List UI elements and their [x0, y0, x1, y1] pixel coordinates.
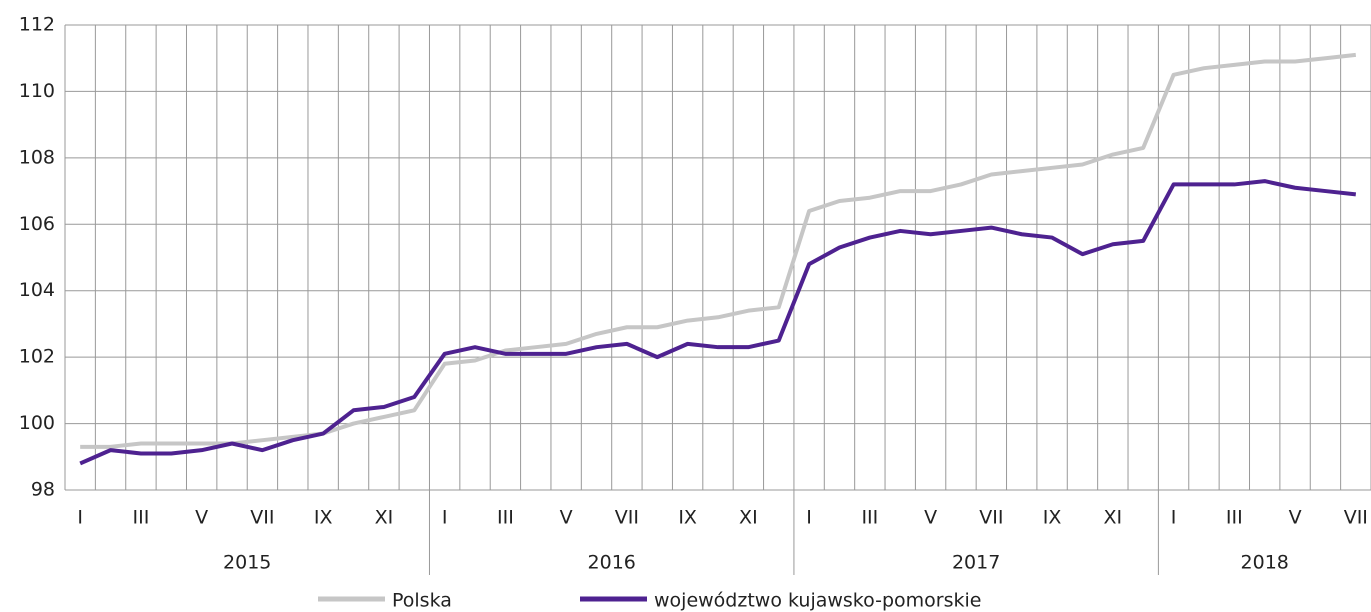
x-tick-label: VII — [979, 507, 1003, 529]
y-tick-label: 106 — [19, 213, 55, 235]
y-tick-label: 104 — [19, 279, 55, 301]
x-tick-label: V — [1289, 507, 1302, 529]
x-tick-label: III — [1226, 507, 1243, 529]
y-tick-label: 102 — [19, 346, 55, 368]
x-tick-label: IX — [678, 507, 697, 529]
x-tick-label: XI — [1104, 507, 1123, 529]
x-tick-label: XI — [375, 507, 394, 529]
x-tick-label: I — [442, 507, 448, 529]
x-tick-label: III — [861, 507, 878, 529]
x-tick-label: IX — [1043, 507, 1062, 529]
y-tick-label: 98 — [31, 479, 55, 501]
x-tick-label: IX — [314, 507, 333, 529]
x-group-label: 2015 — [223, 552, 271, 574]
x-tick-label: I — [77, 507, 83, 529]
x-tick-label: V — [195, 507, 208, 529]
series-line — [79, 179, 1357, 466]
x-group-label: 2017 — [952, 552, 1000, 574]
x-tick-label: I — [1171, 507, 1177, 529]
x-tick-label: I — [806, 507, 812, 529]
x-group-label: 2016 — [588, 552, 636, 574]
y-tick-label: 110 — [19, 80, 55, 102]
x-tick-label: XI — [739, 507, 758, 529]
legend-label: województwo kujawsko-pomorskie — [654, 590, 981, 612]
x-tick-label: III — [497, 507, 514, 529]
x-group-label: 2018 — [1241, 552, 1289, 574]
y-tick-label: 112 — [19, 14, 55, 36]
series-line — [80, 52, 1357, 449]
legend-label: Polska — [392, 590, 452, 612]
x-tick-label: VII — [615, 507, 639, 529]
y-tick-label: 108 — [19, 146, 55, 168]
x-tick-label: VII — [250, 507, 274, 529]
x-tick-label: III — [133, 507, 150, 529]
x-tick-label: V — [560, 507, 573, 529]
x-tick-label: VII — [1344, 507, 1368, 529]
y-tick-label: 100 — [19, 412, 55, 434]
x-tick-label: V — [924, 507, 937, 529]
